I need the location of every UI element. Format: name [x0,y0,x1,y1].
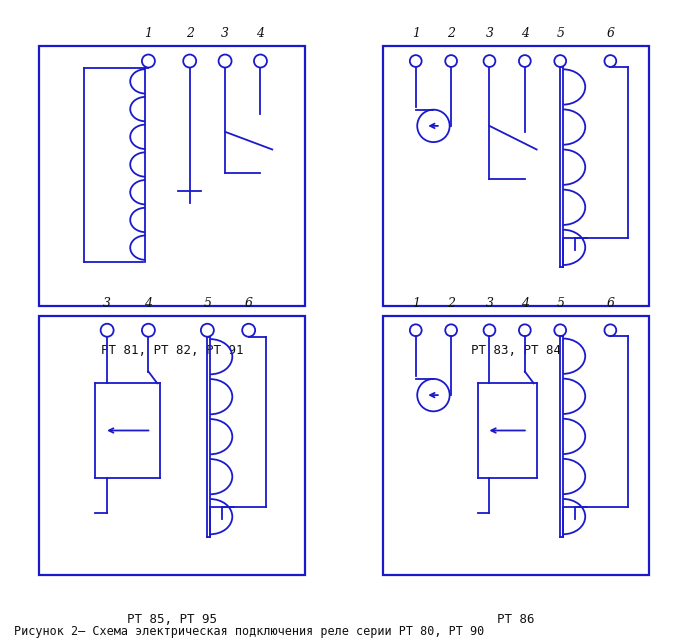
Text: 2: 2 [186,28,194,40]
Text: РТ 81, РТ 82, РТ 91: РТ 81, РТ 82, РТ 91 [100,344,244,357]
Text: 5: 5 [556,297,564,310]
Text: 2: 2 [447,297,455,310]
Text: РТ 83, РТ 84: РТ 83, РТ 84 [471,344,561,357]
Text: РТ 86: РТ 86 [497,613,535,626]
Text: 3: 3 [103,297,111,310]
Bar [39,315,305,575]
Text: 6: 6 [245,297,252,310]
Bar [383,46,649,306]
Text: 5: 5 [556,28,564,40]
Text: 1: 1 [144,28,153,40]
Text: 3: 3 [221,28,229,40]
Text: 6: 6 [606,28,614,40]
Bar [39,46,305,306]
Text: РТ 85, РТ 95: РТ 85, РТ 95 [127,613,217,626]
Text: 6: 6 [606,297,614,310]
Text: 4: 4 [257,28,264,40]
Text: 1: 1 [411,28,420,40]
Text: 5: 5 [204,297,211,310]
Text: 2: 2 [447,28,455,40]
Text: 3: 3 [486,297,493,310]
Text: 3: 3 [486,28,493,40]
Text: 1: 1 [411,297,420,310]
Text: 4: 4 [521,297,529,310]
Text: 4: 4 [144,297,153,310]
Text: 4: 4 [521,28,529,40]
Bar [383,315,649,575]
Text: Рисунок 2– Схема электрическая подключения реле серии РТ 80, РТ 90: Рисунок 2– Схема электрическая подключен… [14,625,484,638]
